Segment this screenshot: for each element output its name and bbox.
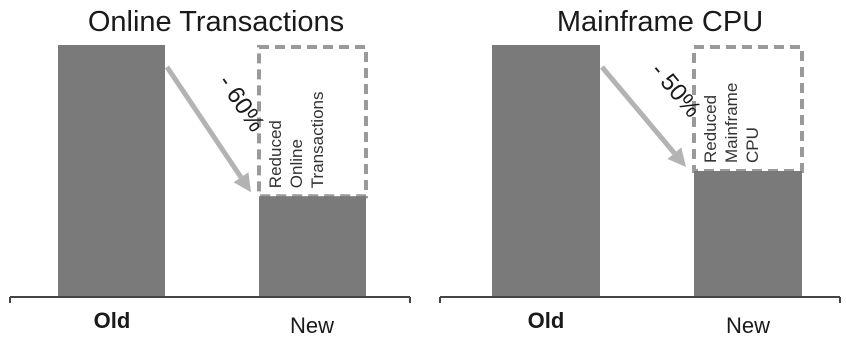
reduction-percent-label: - 50% xyxy=(645,57,706,122)
reduction-percent-label: - 60% xyxy=(213,70,270,137)
bar-new xyxy=(259,196,366,297)
reduced-label-line: Online xyxy=(287,139,306,188)
category-label-new: New xyxy=(290,313,334,338)
bar-new xyxy=(694,171,802,297)
reduced-label-line: Transactions xyxy=(308,92,327,189)
bar-old xyxy=(492,45,600,297)
category-label-old: Old xyxy=(528,308,565,333)
reduction-arrow xyxy=(600,65,677,155)
category-label-new: New xyxy=(726,313,770,338)
bar-old xyxy=(58,45,165,297)
category-label-old: Old xyxy=(94,308,131,333)
chart-title: Online Transactions xyxy=(88,6,344,38)
chart-title: Mainframe CPU xyxy=(557,6,763,38)
reduced-portion-outline xyxy=(692,45,804,173)
reduction-arrow-head xyxy=(233,172,251,193)
reduction-arrow-head xyxy=(667,147,686,167)
reduced-label-line: Reduced xyxy=(266,120,285,188)
reduced-label-line: Reduced xyxy=(701,95,720,163)
reduced-label-line: Mainframe xyxy=(722,83,741,163)
reduction-arrow xyxy=(164,65,244,179)
reduced-label-line: CPU xyxy=(743,127,762,163)
